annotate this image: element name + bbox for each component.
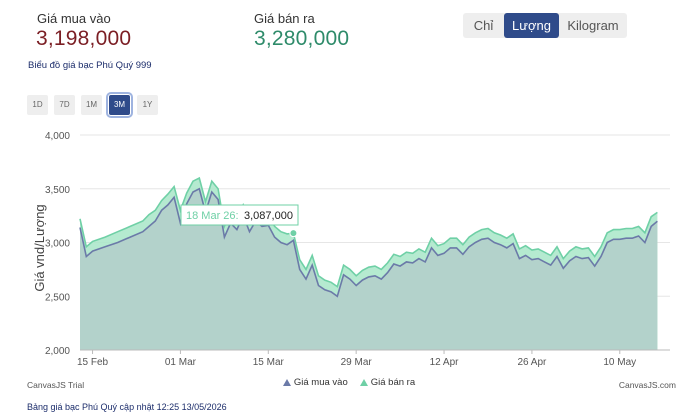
sell-price-value: 3,280,000: [254, 27, 350, 50]
unit-button-chi[interactable]: Chỉ: [473, 18, 494, 33]
highlight-marker: [289, 229, 298, 238]
buy-price-value: 3,198,000: [36, 27, 132, 50]
price-chart[interactable]: 2,000 2,500 3,000 3,500 4,000 15 Feb 01 Mar 15 …: [0, 120, 698, 372]
range-button-1y[interactable]: 1Y: [137, 95, 158, 115]
legend-item-sell[interactable]: Giá bán ra: [359, 377, 416, 388]
canvasjs-trial-label: CanvasJS Trial: [27, 380, 85, 390]
y-tick-label: 3,000: [45, 239, 70, 250]
buy-price-area: [80, 188, 658, 350]
y-tick-label: 2,500: [45, 292, 70, 303]
legend-item-buy[interactable]: Giá mua vào: [282, 377, 348, 388]
chart-legend: Giá mua vào Giá bán ra: [0, 377, 698, 388]
range-button-1m[interactable]: 1M: [81, 95, 102, 115]
unit-button-kilogram[interactable]: Kilogram: [567, 18, 619, 33]
legend-label-buy: Giá mua vào: [293, 377, 348, 388]
x-tick-label: 12 Apr: [430, 357, 460, 368]
triangle-icon: [359, 379, 368, 386]
buy-price-line: [79, 187, 658, 298]
y-axis-title: Giá vnd/Lượng: [32, 204, 47, 291]
x-tick-label: 15 Mar: [253, 357, 285, 368]
range-button-3m[interactable]: 3M: [106, 92, 133, 118]
sell-price-line: [79, 176, 658, 288]
x-tick-label: 26 Apr: [517, 357, 547, 368]
update-note: Bảng giá bạc Phú Quý cập nhật 12:25 13/0…: [27, 402, 227, 412]
x-tick-label: 01 Mar: [165, 357, 197, 368]
legend-label-sell: Giá bán ra: [370, 377, 416, 388]
x-tick-label: 15 Feb: [77, 357, 109, 368]
x-tick-label: 29 Mar: [341, 357, 373, 368]
buy-price-label: Giá mua vào: [37, 11, 111, 26]
range-button-7d[interactable]: 7D: [54, 95, 75, 115]
y-tick-label: 4,000: [45, 131, 70, 142]
tooltip-value: 3,087,000: [244, 210, 293, 222]
chart-title: Biểu đồ giá bạc Phú Quý 999: [28, 60, 152, 71]
tooltip-date: 18 Mar 26:: [186, 210, 239, 222]
unit-toggle: Chỉ Lượng Kilogram: [463, 13, 627, 38]
canvasjs-credit-link[interactable]: CanvasJS.com: [618, 380, 676, 390]
y-tick-label: 2,000: [45, 346, 70, 357]
unit-button-luong[interactable]: Lượng: [504, 13, 559, 38]
triangle-icon: [282, 379, 291, 386]
sell-price-label: Giá bán ra: [254, 11, 315, 26]
range-button-1d[interactable]: 1D: [27, 95, 48, 115]
chart-tooltip: 18 Mar 26: 3,087,000: [180, 204, 299, 226]
x-tick-label: 10 May: [603, 357, 636, 368]
y-tick-label: 3,500: [45, 185, 70, 196]
